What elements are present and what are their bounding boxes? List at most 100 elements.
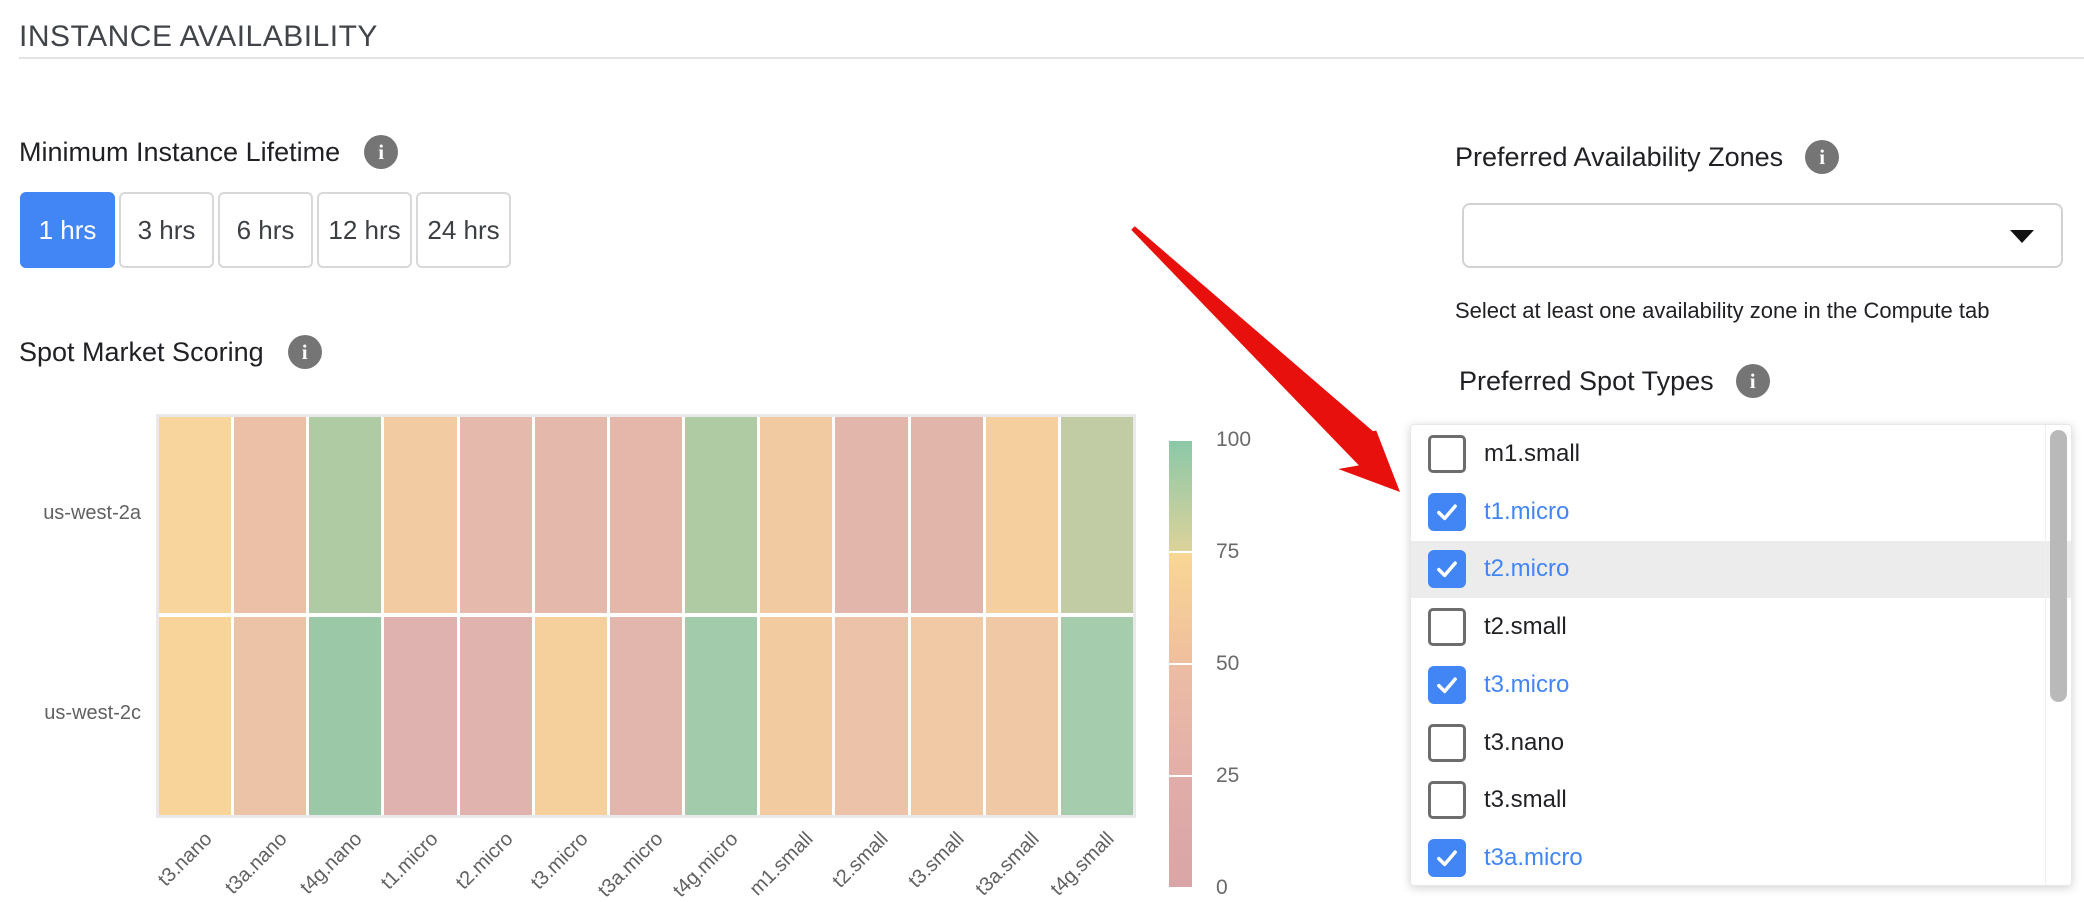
- heatmap-cell-us-west-2a-t2.micro[interactable]: [459, 417, 532, 613]
- heatmap-cell-us-west-2a-t2.small[interactable]: [835, 417, 908, 613]
- az-select[interactable]: [1462, 203, 2063, 268]
- heatmap-x-label: t2.micro: [451, 828, 518, 894]
- lifetime-option-1-hrs[interactable]: 1 hrs: [20, 192, 115, 268]
- heatmap-x-label: m1.small: [745, 828, 818, 901]
- lifetime-option-6-hrs[interactable]: 6 hrs: [218, 192, 313, 268]
- colorbar-tick-50: 50: [1216, 652, 1240, 675]
- spot-type-option-label: m1.small: [1484, 439, 1581, 467]
- colorbar-tick-100: 100: [1216, 428, 1252, 451]
- info-icon[interactable]: i: [1735, 364, 1770, 398]
- lifetime-button-group: 1 hrs 3 hrs 6 hrs 12 hrs 24 hrs: [20, 192, 511, 268]
- heatmap-x-label: t4g.micro: [668, 828, 743, 902]
- heatmap-cell-us-west-2a-t3.nano[interactable]: [159, 417, 232, 613]
- header-divider: [19, 57, 2084, 59]
- heatmap-cell-us-west-2a-m1.small[interactable]: [760, 417, 833, 613]
- heatmap-cell-us-west-2c-t2.small[interactable]: [835, 617, 908, 815]
- heatmap-x-label: t4g.small: [1046, 828, 1119, 901]
- lifetime-option-3-hrs[interactable]: 3 hrs: [119, 192, 214, 268]
- heatmap-cell-us-west-2c-t3a.nano[interactable]: [234, 617, 307, 815]
- colorbar-tick-75: 75: [1216, 540, 1240, 563]
- spot-type-option-m1.small[interactable]: m1.small: [1411, 425, 2071, 483]
- scrollbar-track: [2045, 425, 2046, 885]
- info-icon[interactable]: i: [1805, 140, 1840, 174]
- spot-types-dropdown: m1.small t1.micro t2.micro t2.small t3.micro…: [1410, 424, 2072, 886]
- heatmap-x-label: t3a.nano: [221, 828, 292, 899]
- scrollbar-thumb[interactable]: [2050, 430, 2067, 702]
- spot-type-option-label: t3a.micro: [1484, 844, 1583, 872]
- info-icon[interactable]: i: [287, 335, 322, 369]
- heatmap-cell-us-west-2c-m1.small[interactable]: [760, 617, 833, 815]
- heatmap-row-label: us-west-2a: [43, 502, 141, 524]
- spot-type-option-label: t3.micro: [1484, 670, 1570, 698]
- page-title: INSTANCE AVAILABILITY: [19, 20, 378, 53]
- spot-type-option-t3.small[interactable]: t3.small: [1411, 772, 2071, 830]
- heatmap-cell-us-west-2c-t4g.nano[interactable]: [309, 617, 382, 815]
- heatmap-cell-us-west-2a-t1.micro[interactable]: [384, 417, 457, 613]
- heatmap-x-label: t1.micro: [376, 828, 443, 894]
- heatmap-cell-us-west-2c-t3a.micro[interactable]: [609, 617, 683, 815]
- heatmap-x-label: t4g.nano: [296, 828, 367, 899]
- checkbox-checked-icon[interactable]: [1428, 550, 1466, 589]
- heatmap-cell-us-west-2c-t3a.small[interactable]: [985, 617, 1058, 815]
- checkbox-checked-icon[interactable]: [1428, 839, 1466, 878]
- heatmap-cell-us-west-2a-t3.micro[interactable]: [534, 417, 607, 613]
- heatmap-x-label: t3.micro: [526, 828, 593, 894]
- heatmap-row-us-west-2a: [159, 417, 1134, 613]
- heatmap-cell-us-west-2c-t4g.small[interactable]: [1060, 617, 1134, 815]
- lifetime-option-24-hrs[interactable]: 24 hrs: [416, 192, 511, 268]
- heatmap-cell-us-west-2a-t3a.nano[interactable]: [234, 417, 307, 613]
- heatmap-cell-us-west-2c-t1.micro[interactable]: [384, 617, 457, 815]
- colorbar-tick-25: 25: [1216, 764, 1240, 787]
- chevron-down-icon[interactable]: [2010, 230, 2034, 243]
- checkbox-unchecked-icon[interactable]: [1428, 781, 1466, 820]
- colorbar-segment: [1169, 665, 1192, 775]
- heatmap-cell-us-west-2a-t4g.micro[interactable]: [685, 417, 758, 613]
- checkbox-unchecked-icon[interactable]: [1428, 434, 1466, 473]
- heatmap-cell-us-west-2c-t3.nano[interactable]: [159, 617, 232, 815]
- spot-scoring-heatmap: [156, 414, 1136, 818]
- spot-type-option-t2.micro[interactable]: t2.micro: [1411, 540, 2071, 599]
- spot-type-option-t2.small[interactable]: t2.small: [1411, 598, 2071, 656]
- heatmap-x-label: t3.small: [903, 828, 969, 893]
- az-helper-text: Select at least one availability zone in…: [1455, 298, 1990, 323]
- spot-type-option-t3.nano[interactable]: t3.nano: [1411, 714, 2071, 772]
- annotation-arrow: [1131, 226, 1400, 492]
- checkbox-unchecked-icon[interactable]: [1428, 608, 1466, 647]
- heatmap-cell-us-west-2a-t3a.micro[interactable]: [609, 417, 683, 613]
- heatmap-cell-us-west-2a-t3a.small[interactable]: [985, 417, 1058, 613]
- colorbar-segment: [1169, 777, 1192, 887]
- heatmap-cell-us-west-2c-t2.micro[interactable]: [459, 617, 532, 815]
- heatmap-cell-us-west-2a-t3.small[interactable]: [910, 417, 983, 613]
- lifetime-label: Minimum Instance Lifetime: [19, 136, 341, 167]
- spot-types-label: Preferred Spot Types: [1459, 365, 1714, 396]
- colorbar-segment: [1169, 553, 1192, 663]
- heatmap-cell-us-west-2a-t4g.nano[interactable]: [309, 417, 382, 613]
- checkbox-checked-icon[interactable]: [1428, 665, 1466, 704]
- lifetime-option-12-hrs[interactable]: 12 hrs: [317, 192, 412, 268]
- colorbar-segment: [1169, 441, 1192, 551]
- spot-type-option-t1.micro[interactable]: t1.micro: [1411, 483, 2071, 541]
- heatmap-row-us-west-2c: [159, 617, 1134, 815]
- heatmap-x-label: t3.nano: [153, 828, 217, 891]
- heatmap-cell-us-west-2a-t4g.small[interactable]: [1060, 417, 1134, 613]
- spot-type-option-label: t3.small: [1484, 786, 1567, 814]
- colorbar-tick-0: 0: [1216, 876, 1228, 899]
- heatmap-x-label: t3a.small: [971, 828, 1044, 901]
- scoring-label: Spot Market Scoring: [19, 336, 264, 367]
- spot-type-option-t3.micro[interactable]: t3.micro: [1411, 656, 2071, 714]
- heatmap-row-label: us-west-2c: [44, 702, 141, 724]
- heatmap-x-label: t3a.micro: [593, 828, 668, 902]
- checkbox-checked-icon[interactable]: [1428, 492, 1466, 531]
- spot-type-option-label: t2.small: [1484, 613, 1567, 641]
- spot-type-option-label: t2.micro: [1484, 555, 1570, 583]
- az-label: Preferred Availability Zones: [1455, 141, 1784, 172]
- heatmap-x-label: t2.small: [828, 828, 893, 893]
- heatmap-cell-us-west-2c-t3.micro[interactable]: [534, 617, 607, 815]
- heatmap-cell-us-west-2c-t4g.micro[interactable]: [685, 617, 758, 815]
- info-icon[interactable]: i: [364, 135, 399, 169]
- heatmap-cell-us-west-2c-t3.small[interactable]: [910, 617, 983, 815]
- spot-type-option-t3a.micro[interactable]: t3a.micro: [1411, 829, 2071, 887]
- checkbox-unchecked-icon[interactable]: [1428, 723, 1466, 762]
- spot-type-option-label: t1.micro: [1484, 497, 1570, 525]
- spot-type-option-label: t3.nano: [1484, 728, 1565, 756]
